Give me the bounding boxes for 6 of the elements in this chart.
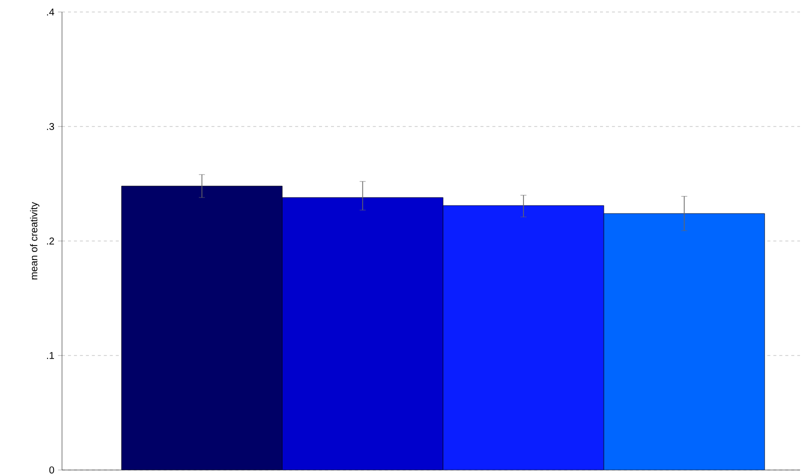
y-axis-title: mean of creativity	[30, 202, 40, 280]
y-tick-label: 0	[49, 466, 54, 474]
y-tick-label: .2	[47, 238, 54, 244]
y-tick-label: .3	[47, 122, 54, 130]
y-tick-label: .4	[47, 8, 54, 16]
y-tick-label: .1	[47, 352, 54, 359]
